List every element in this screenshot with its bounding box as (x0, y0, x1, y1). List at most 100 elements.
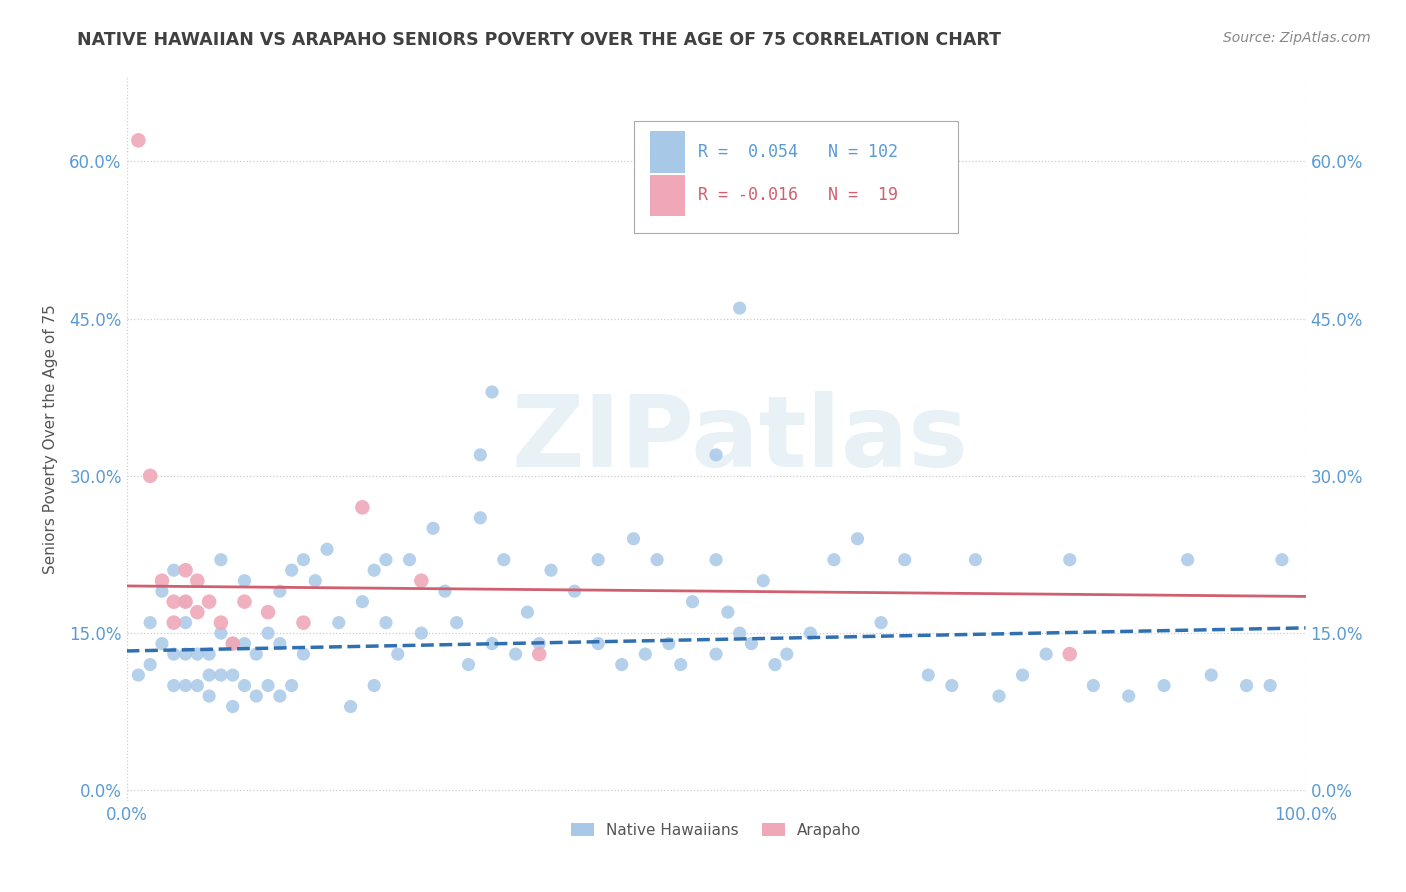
Point (375, 615, 398, 630)
Point (658, 637, 681, 651)
Point (823, 553, 845, 567)
Point (1177, 553, 1199, 567)
Point (198, 595, 221, 609)
Point (304, 574, 326, 588)
Point (481, 384, 503, 399)
FancyBboxPatch shape (650, 175, 685, 216)
Point (352, 500, 374, 515)
Point (233, 574, 256, 588)
Point (717, 605, 740, 619)
Point (481, 637, 503, 651)
Point (776, 647, 799, 661)
Point (564, 584, 586, 599)
Point (328, 615, 350, 630)
Point (398, 553, 420, 567)
Point (411, 626, 433, 640)
Point (280, 679, 302, 693)
Point (799, 626, 821, 640)
Point (965, 553, 987, 567)
Point (470, 448, 492, 462)
Point (163, 679, 186, 693)
Point (292, 647, 315, 661)
Point (893, 553, 915, 567)
Point (1118, 689, 1140, 703)
Point (269, 637, 291, 651)
Legend: Native Hawaiians, Arapaho: Native Hawaiians, Arapaho (565, 816, 868, 844)
Point (988, 689, 1011, 703)
Point (222, 637, 245, 651)
Point (269, 689, 291, 703)
Point (186, 574, 208, 588)
Point (682, 595, 704, 609)
Point (846, 532, 869, 546)
Point (586, 553, 609, 567)
Point (422, 521, 444, 535)
Point (139, 468, 162, 483)
Point (257, 679, 280, 693)
Point (222, 699, 245, 714)
Point (257, 605, 280, 619)
Point (186, 605, 208, 619)
Point (127, 133, 149, 147)
Text: R =  0.054   N = 102: R = 0.054 N = 102 (699, 143, 898, 161)
Text: NATIVE HAWAIIAN VS ARAPAHO SENIORS POVERTY OVER THE AGE OF 75 CORRELATION CHART: NATIVE HAWAIIAN VS ARAPAHO SENIORS POVER… (77, 31, 1001, 49)
Point (1035, 647, 1057, 661)
Point (363, 679, 385, 693)
Point (457, 657, 479, 672)
Point (492, 553, 515, 567)
Point (127, 668, 149, 682)
Point (292, 553, 315, 567)
Point (586, 637, 609, 651)
Point (446, 615, 468, 630)
Point (292, 615, 315, 630)
Point (163, 647, 186, 661)
Point (941, 679, 963, 693)
Point (1059, 553, 1081, 567)
Text: R = -0.016   N =  19: R = -0.016 N = 19 (699, 186, 898, 204)
Point (316, 542, 339, 557)
Point (280, 563, 302, 577)
Point (150, 637, 173, 651)
Point (245, 689, 267, 703)
Point (1059, 647, 1081, 661)
Point (233, 637, 256, 651)
Point (387, 647, 409, 661)
Point (139, 615, 162, 630)
Point (245, 647, 267, 661)
Point (433, 584, 456, 599)
Point (623, 532, 645, 546)
Point (540, 563, 562, 577)
Point (209, 553, 232, 567)
Point (339, 699, 361, 714)
Point (174, 679, 197, 693)
Point (174, 647, 197, 661)
Point (870, 615, 893, 630)
Point (610, 657, 633, 672)
Point (257, 626, 280, 640)
Point (269, 584, 291, 599)
Point (174, 595, 197, 609)
Point (1258, 679, 1281, 693)
Point (139, 657, 162, 672)
Point (645, 553, 668, 567)
Point (352, 595, 374, 609)
Point (704, 647, 727, 661)
Point (198, 689, 221, 703)
Text: ZIPatlas: ZIPatlas (512, 391, 969, 488)
Point (669, 657, 692, 672)
Text: Source: ZipAtlas.com: Source: ZipAtlas.com (1223, 31, 1371, 45)
Point (174, 595, 197, 609)
Point (222, 668, 245, 682)
Point (1083, 679, 1105, 693)
Point (186, 679, 208, 693)
Point (209, 626, 232, 640)
Point (1236, 679, 1258, 693)
Point (529, 637, 551, 651)
Point (704, 553, 727, 567)
Point (728, 301, 751, 315)
Point (174, 563, 197, 577)
Point (174, 615, 197, 630)
FancyBboxPatch shape (634, 120, 957, 233)
Point (209, 668, 232, 682)
Point (233, 595, 256, 609)
